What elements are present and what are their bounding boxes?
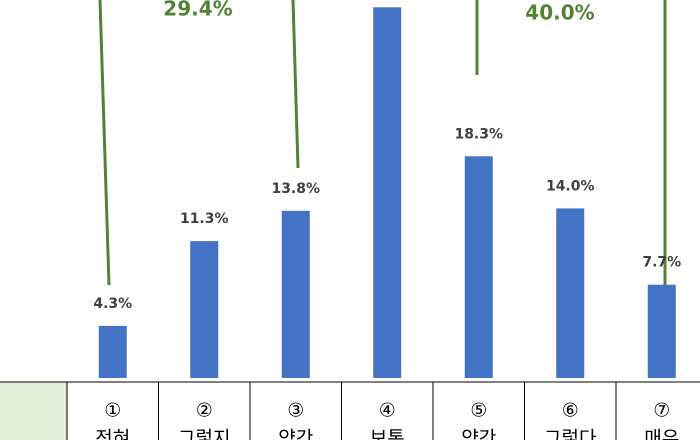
category-text: 보통 xyxy=(370,428,405,440)
value-label: 4.3% xyxy=(93,296,132,312)
category-number: ⑥ xyxy=(562,400,579,422)
category-text: 전혀 xyxy=(95,428,130,440)
group-brackets xyxy=(98,0,667,286)
bar xyxy=(98,325,127,378)
category-text: 그렇지 xyxy=(178,428,230,440)
category-text: 약간 xyxy=(461,428,496,440)
category-number: ③ xyxy=(287,400,304,422)
category-text: 약간 xyxy=(278,428,313,440)
group-total: 29.4% xyxy=(163,0,232,21)
category-text: 그렇다 xyxy=(544,428,596,440)
value-label: 18.3% xyxy=(454,126,503,142)
table-header-cell xyxy=(0,382,67,440)
category-text: 매우 xyxy=(644,428,679,440)
category-number: ④ xyxy=(379,400,396,422)
bar xyxy=(373,7,402,379)
bar xyxy=(464,156,493,378)
bar xyxy=(556,208,585,378)
group-total: 40.0% xyxy=(525,1,594,25)
category-number: ⑦ xyxy=(653,400,670,422)
category-number: ⑤ xyxy=(470,400,487,422)
bar xyxy=(647,284,676,378)
bar xyxy=(281,210,310,378)
value-label: 14.0% xyxy=(546,178,595,194)
value-label: 13.8% xyxy=(271,181,320,197)
category-number: ① xyxy=(104,400,121,422)
value-label: 11.3% xyxy=(180,211,229,227)
bracket-line xyxy=(98,0,111,286)
bar xyxy=(190,241,219,378)
category-number: ② xyxy=(196,400,213,422)
value-label: 7.7% xyxy=(642,255,681,271)
bracket-line xyxy=(291,0,300,169)
